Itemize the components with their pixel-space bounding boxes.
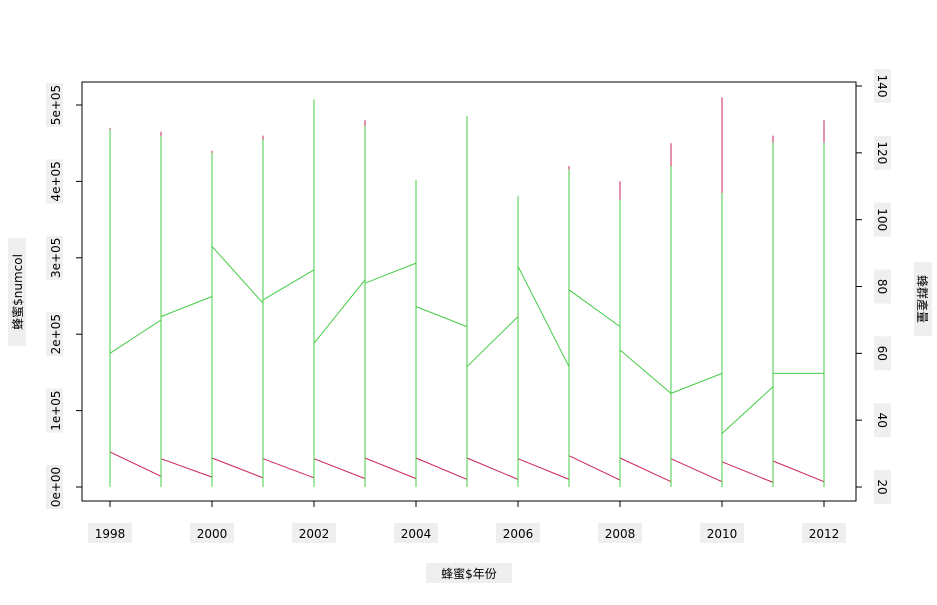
x-tick-label: 2010 xyxy=(707,527,738,541)
plot-frame xyxy=(81,81,857,502)
y-right-tick-label-bg xyxy=(874,336,891,371)
x-tick-label: 2000 xyxy=(197,527,228,541)
series-1-segment-2000 xyxy=(211,457,264,479)
y-left-tick-label-bg xyxy=(46,159,63,204)
y-right-tick-label: 60 xyxy=(875,346,889,361)
x-tick-label-bg xyxy=(394,523,438,543)
series-2-segment-2006 xyxy=(517,266,570,367)
x-tick-label: 2006 xyxy=(503,527,534,541)
series-2-segment-2010 xyxy=(721,386,774,434)
series-2-segment-2000 xyxy=(211,246,264,304)
x-tick-label: 2004 xyxy=(401,527,432,541)
series-2-segment-2003 xyxy=(364,262,417,284)
series-2-segment-2009 xyxy=(670,372,723,394)
y-left-tick-label: 4e+05 xyxy=(49,161,63,201)
y-left-tick-label: 1e+05 xyxy=(49,390,63,430)
y-left-tick-label: 2e+05 xyxy=(49,314,63,354)
y-left-tick-label: 0e+00 xyxy=(49,467,63,507)
x-tick-label-bg xyxy=(292,523,336,543)
series-2-segment-2007 xyxy=(568,289,621,328)
series-1-segment-2007 xyxy=(568,455,621,481)
y-left-tick-label: 5e+05 xyxy=(49,85,63,125)
series-1-segment-2001 xyxy=(262,458,315,479)
x-tick-label: 1998 xyxy=(95,527,126,541)
y-right-tick-label-bg xyxy=(874,470,891,504)
series-2-segment-2001 xyxy=(262,269,315,301)
series-1-segment-2006 xyxy=(517,458,570,480)
series-1-segment-1998 xyxy=(109,451,162,477)
y-right-tick-label: 20 xyxy=(875,479,889,494)
x-tick-label: 2008 xyxy=(605,527,636,541)
y-right-tick-label-bg xyxy=(874,269,891,304)
series-2-segment-2002 xyxy=(313,279,366,344)
y-right-tick-label: 100 xyxy=(875,208,889,231)
y-right-tick-label-bg xyxy=(874,135,891,170)
y-right-tick-label: 40 xyxy=(875,413,889,428)
series-1-segment-2011 xyxy=(772,460,825,483)
x-tick-label: 2012 xyxy=(809,527,840,541)
y-left-tick-label-bg xyxy=(46,465,63,509)
y-right-tick-label-bg xyxy=(874,69,891,103)
x-tick-label-bg xyxy=(190,523,234,543)
x-tick-label-bg xyxy=(802,523,846,543)
series-1-segment-2002 xyxy=(313,458,366,480)
y-left-tick-label-bg xyxy=(46,388,63,433)
series-layer xyxy=(109,97,825,487)
y-left-tick-label: 3e+05 xyxy=(49,238,63,278)
series-1-segment-1999 xyxy=(160,458,213,478)
series-1-segment-2003 xyxy=(364,457,417,480)
y-left-tick-label-bg xyxy=(46,235,63,280)
y-right-tick-label: 120 xyxy=(875,141,889,164)
y-right-tick-label: 80 xyxy=(875,279,889,294)
y-left-axis-title-bg xyxy=(8,238,26,346)
x-tick-label-bg xyxy=(598,523,642,543)
y-right-tick-label: 140 xyxy=(875,75,889,98)
series-1-segment-2010 xyxy=(721,461,774,483)
series-2-segment-2005 xyxy=(466,316,519,368)
series-1-segment-2008 xyxy=(619,457,672,483)
axes-layer: 1998 2000 2002 2004 2006 2008 2010 2012 0e+00 1e+… xyxy=(46,69,891,543)
x-tick-label-bg xyxy=(700,523,744,543)
x-axis-title: 蜂蜜$年份 xyxy=(441,566,497,581)
y-left-tick-label-bg xyxy=(46,83,63,127)
x-axis-title-bg xyxy=(426,563,512,583)
x-tick-label-bg xyxy=(88,523,132,543)
y-right-axis-title-bg xyxy=(914,262,932,336)
series-1-segment-2005 xyxy=(466,457,519,480)
series-2 xyxy=(109,99,825,487)
x-tick-label: 2002 xyxy=(299,527,330,541)
y-right-tick-label-bg xyxy=(874,202,891,237)
y-right-axis-title: 蜂群產量 xyxy=(915,275,930,323)
series-2-segment-1999 xyxy=(160,296,213,318)
y-left-axis-title: 蜂蜜$numcol xyxy=(10,254,25,330)
series-1-segment-2004 xyxy=(415,457,468,480)
y-left-tick-label-bg xyxy=(46,312,63,357)
series-2-segment-2004 xyxy=(415,306,468,328)
x-tick-label-bg xyxy=(496,523,540,543)
series-2-segment-1998 xyxy=(109,319,162,354)
y-right-tick-label-bg xyxy=(874,403,891,438)
series-1-segment-2009 xyxy=(670,458,723,483)
series-2-segment-2008 xyxy=(619,349,672,394)
